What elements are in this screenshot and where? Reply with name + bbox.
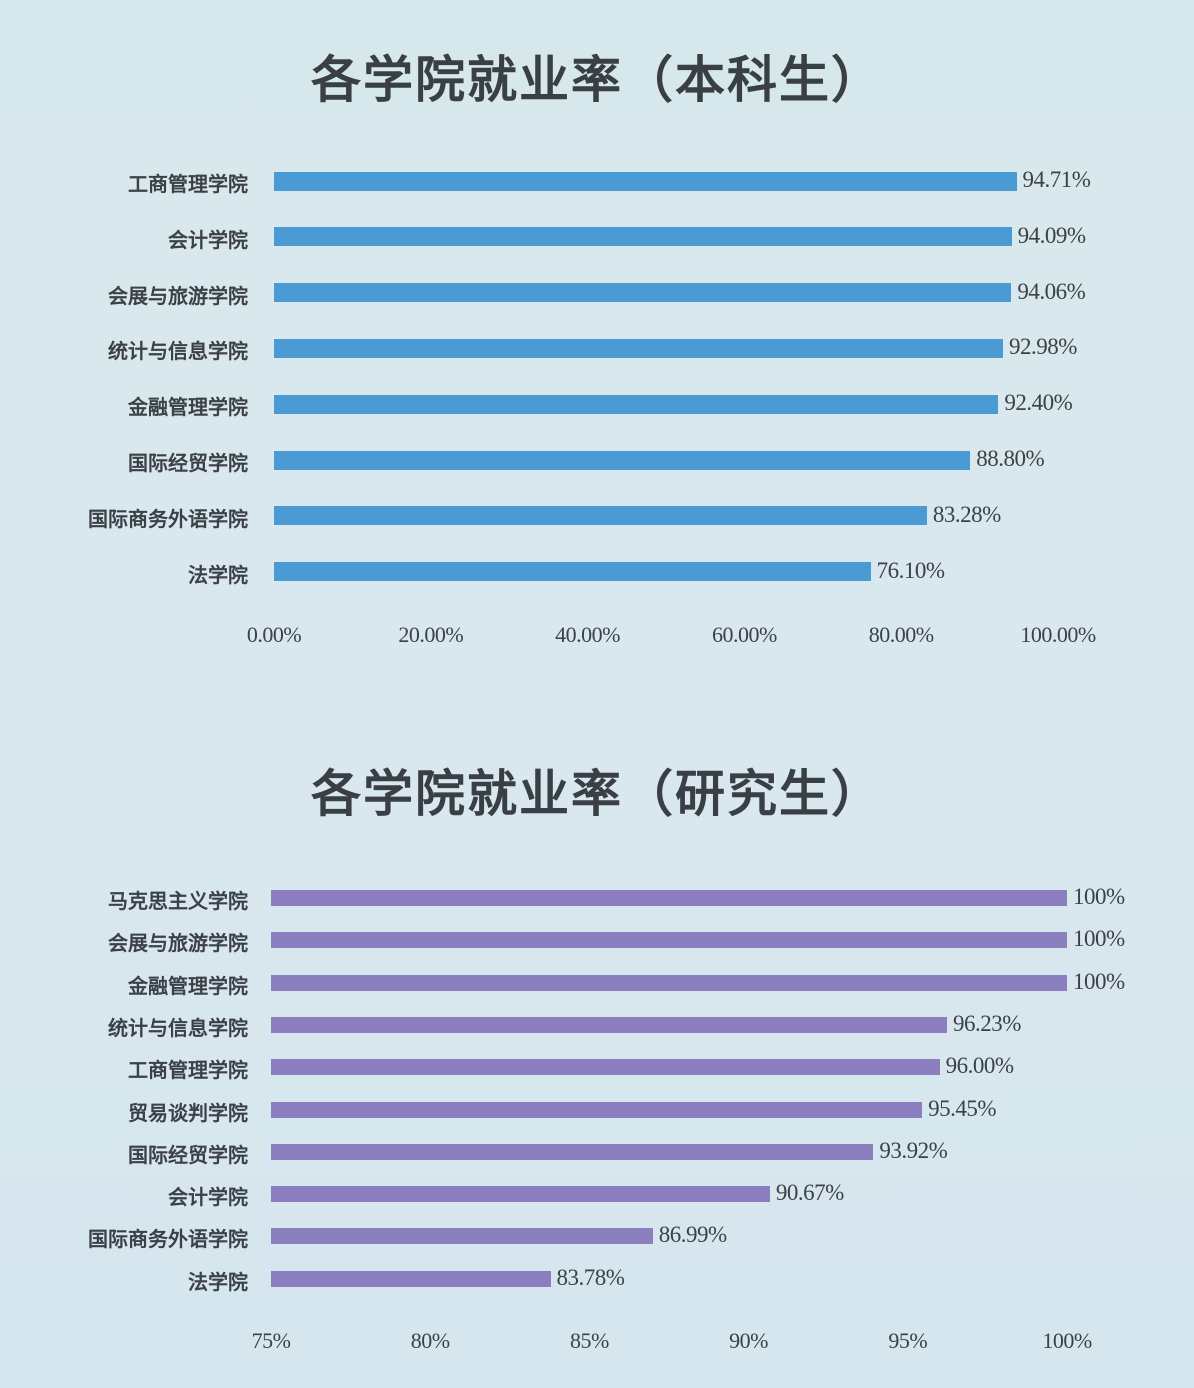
category-label: 统计与信息学院	[108, 339, 248, 364]
bar	[274, 171, 1017, 191]
value-label: 96.00%	[945, 1053, 1014, 1079]
bar	[271, 1059, 940, 1076]
bar	[274, 506, 927, 526]
category-label: 国际商务外语学院	[88, 506, 248, 531]
category-label: 工商管理学院	[128, 172, 248, 196]
category-label: 金融管理学院	[128, 395, 248, 420]
bar	[271, 974, 1067, 991]
bar	[271, 1270, 551, 1287]
category-label: 法学院	[188, 1269, 248, 1294]
bar	[274, 283, 1012, 303]
x-tick-label: 40.00%	[555, 622, 621, 647]
category-label: 金融管理学院	[128, 973, 248, 998]
value-label: 83.28%	[932, 501, 1001, 527]
category-label: 会计学院	[168, 227, 248, 252]
bar	[271, 1101, 923, 1118]
value-label: 86.99%	[658, 1222, 727, 1248]
category-label: 工商管理学院	[128, 1058, 248, 1083]
bar	[274, 338, 1003, 358]
value-label: 76.10%	[876, 557, 945, 583]
category-label: 马克思主义学院	[108, 889, 248, 913]
category-label: 会展与旅游学院	[108, 283, 248, 308]
category-label: 会展与旅游学院	[108, 931, 248, 956]
bar	[274, 227, 1012, 247]
x-tick-label: 100%	[1042, 1328, 1092, 1353]
bar	[274, 450, 971, 470]
category-label: 国际商务外语学院	[88, 1227, 248, 1252]
value-label: 95.45%	[928, 1095, 997, 1121]
x-tick-label: 80.00%	[868, 622, 934, 647]
x-tick-label: 75%	[251, 1328, 291, 1353]
x-tick-label: 100.00%	[1020, 622, 1096, 647]
x-tick-label: 80%	[410, 1328, 450, 1353]
value-label: 93.92%	[879, 1137, 948, 1163]
category-label: 会计学院	[168, 1185, 248, 1210]
value-label: 96.23%	[952, 1010, 1021, 1036]
category-label: 贸易谈判学院	[128, 1100, 248, 1125]
category-label: 国际经贸学院	[128, 1142, 248, 1167]
bar	[271, 932, 1067, 949]
bar	[274, 562, 871, 582]
chart-title-undergraduate: 各学院就业率（本科生）	[311, 51, 883, 109]
value-label: 100%	[1073, 926, 1125, 952]
chart-title-graduate: 各学院就业率（研究生）	[311, 765, 883, 823]
x-tick-label: 60.00%	[711, 622, 777, 647]
value-label: 90.67%	[775, 1180, 844, 1206]
value-label: 100%	[1073, 968, 1125, 994]
bar	[271, 1143, 874, 1160]
x-tick-label: 20.00%	[398, 622, 464, 647]
value-label: 94.06%	[1017, 278, 1086, 304]
x-tick-label: 90%	[729, 1328, 769, 1353]
value-label: 94.71%	[1022, 167, 1091, 192]
x-tick-label: 95%	[888, 1328, 928, 1353]
bar	[271, 1016, 947, 1033]
category-label: 国际经贸学院	[128, 451, 248, 475]
value-label: 92.40%	[1004, 390, 1073, 416]
value-label: 94.09%	[1017, 222, 1086, 248]
x-tick-label: 0.00%	[246, 622, 302, 647]
value-label: 88.80%	[976, 446, 1045, 471]
category-label: 统计与信息学院	[108, 1015, 248, 1040]
bar	[271, 1228, 653, 1245]
bar	[271, 890, 1067, 906]
value-label: 100%	[1073, 884, 1125, 909]
value-label: 92.98%	[1008, 334, 1077, 360]
x-tick-label: 85%	[569, 1328, 609, 1353]
bar	[271, 1186, 770, 1203]
bar	[274, 394, 999, 414]
category-label: 法学院	[188, 562, 248, 587]
value-label: 83.78%	[556, 1264, 625, 1290]
